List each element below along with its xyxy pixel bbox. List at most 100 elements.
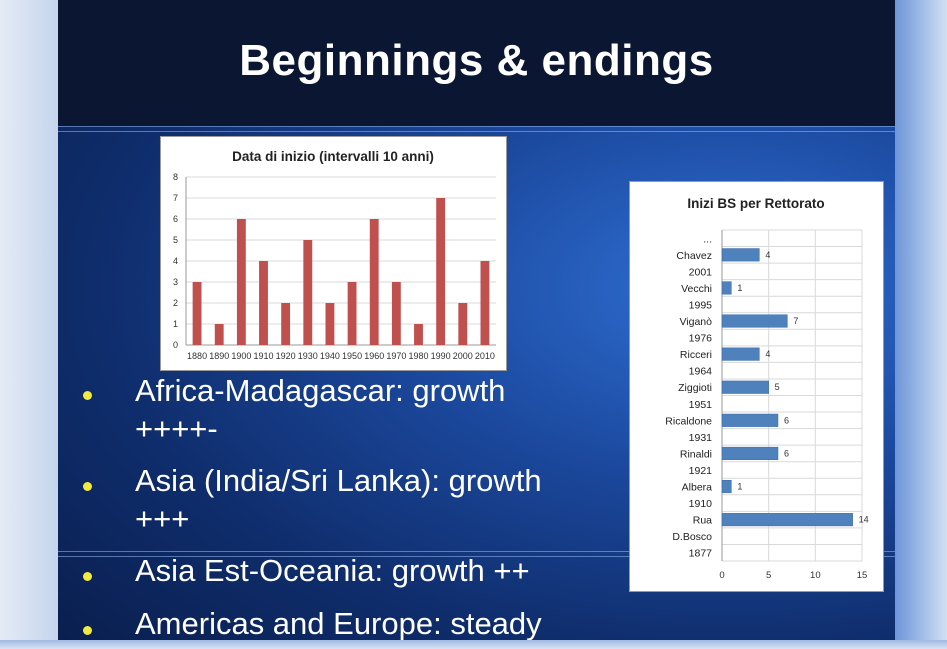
bullet-2-line2: +++ (135, 501, 190, 536)
chart2-category-label: ... (703, 233, 712, 245)
chart2-data-label: 1 (737, 283, 742, 293)
chart1-bar (480, 261, 490, 345)
chart2-category-label: 1931 (689, 432, 713, 444)
title-divider-line-2 (58, 131, 895, 132)
chart2-data-label: 4 (765, 250, 770, 260)
chart1-title: Data di inizio (intervalli 10 anni) (232, 149, 434, 164)
bullet-2: Asia (India/Sri Lanka): growth +++ (135, 462, 542, 538)
chart1-bar (369, 219, 379, 345)
bullet-1-line2: ++++- (135, 411, 218, 446)
chart2-category-label: 1951 (689, 399, 713, 411)
chart1-xtick-label: 1930 (298, 351, 318, 361)
chart2-xtick-label: 5 (766, 570, 771, 581)
chart1-bar (347, 282, 357, 345)
chart2-category-label: 1910 (689, 498, 713, 510)
chart1-xtick-label: 1910 (253, 351, 273, 361)
bullet-dot-icon (83, 391, 92, 400)
bullet-4: Americas and Europe: steady (135, 605, 542, 640)
chart1-ytick-label: 6 (173, 214, 178, 224)
chart1-ytick-label: 2 (173, 298, 178, 308)
chart2-bar (721, 413, 779, 427)
chart1-xtick-label: 1900 (231, 351, 251, 361)
chart2-category-label: 2001 (689, 266, 713, 278)
chart2-category-label: Ziggioti (678, 382, 712, 394)
chart2-category-label: Rinaldi (680, 448, 712, 460)
chart2-bar (721, 446, 779, 460)
chart1-bar (303, 240, 313, 345)
chart1-xtick-label: 1990 (431, 351, 451, 361)
window-right-margin (895, 0, 947, 649)
chart2-category-label: D.Bosco (672, 531, 712, 543)
chart2-bar (721, 479, 732, 494)
chart2-category-label: Vecchi (681, 283, 712, 295)
slide-title: Beginnings & endings (239, 36, 714, 85)
chart1-ytick-label: 0 (173, 340, 178, 350)
chart1-bar (192, 282, 202, 345)
chart1-xtick-label: 1960 (364, 351, 384, 361)
chart2-data-label: 6 (784, 448, 789, 458)
chart1-bar (436, 198, 446, 345)
decor-line-2 (58, 556, 895, 557)
chart2-category-label: Rua (693, 515, 712, 527)
bottom-bar (0, 640, 947, 649)
chart1-bar (414, 324, 423, 345)
chart2-category-label: 1995 (689, 299, 713, 311)
chart2-category-label: 1877 (689, 548, 713, 560)
chart1-xtick-label: 2000 (453, 351, 473, 361)
chart2-category-label: Albera (682, 482, 713, 494)
chart2-data-label: 7 (793, 316, 798, 326)
chart2-data-label: 14 (859, 515, 869, 525)
chart1-ytick-label: 7 (173, 193, 178, 203)
chart1-xtick-label: 1950 (342, 351, 362, 361)
bullet-3: Asia Est-Oceania: growth ++ (135, 552, 530, 590)
chart1-xtick-label: 1890 (209, 351, 229, 361)
title-band (58, 0, 895, 126)
chart1-bar (214, 324, 224, 345)
chart2-bar (721, 380, 769, 394)
chart1-xtick-label: 1940 (320, 351, 340, 361)
chart2-category-label: 1964 (689, 366, 713, 378)
chart2-data-label: 5 (775, 382, 780, 392)
chart2-category-label: 1921 (689, 465, 713, 477)
chart1-bar (236, 219, 246, 345)
chart2-category-label: Chavez (676, 250, 712, 262)
bullet-dot-icon (83, 572, 92, 581)
chart2-category-label: Ricceri (680, 349, 712, 361)
window-left-margin (0, 0, 58, 649)
bullet-1: Africa-Madagascar: growth ++++- (135, 372, 505, 448)
chart2-category-label: Viganò (679, 316, 712, 328)
chart2-bar (721, 281, 732, 295)
chart2-xtick-label: 0 (719, 570, 724, 581)
bullet-4-line1: Americas and Europe: steady (135, 606, 542, 640)
decor-line (58, 551, 895, 552)
chart1-ytick-label: 5 (173, 235, 178, 245)
chart1-ytick-label: 3 (173, 277, 178, 287)
rector-chart-svg: Inizi BS per Rettorato 0 5 10 15...Chavez 42… (665, 196, 869, 581)
chart2-data-label: 1 (737, 482, 742, 492)
chart2-bar (721, 314, 788, 328)
chart2-bar (721, 347, 760, 361)
title-divider-line (58, 126, 895, 127)
chart1-bar (281, 303, 291, 345)
chart2-data-label: 6 (784, 415, 789, 425)
chart1-ytick-label: 1 (173, 319, 178, 329)
rector-chart: Inizi BS per Rettorato 0 5 10 15... Chavez 4 2… (629, 181, 884, 592)
chart2-xtick-label: 10 (810, 570, 821, 581)
bullet-dot-icon (83, 626, 92, 635)
start-date-chart: Data di inizio (intervalli 10 anni) 0 1 2 3… (160, 136, 507, 371)
chart1-bar (325, 303, 335, 345)
chart1-xtick-label: 2010 (475, 351, 495, 361)
bullet-2-line1: Asia (India/Sri Lanka): growth (135, 463, 542, 498)
chart2-category-label: 1976 (689, 333, 713, 345)
bullet-3-line1: Asia Est-Oceania: growth ++ (135, 553, 530, 588)
chart2-category-label: Ricaldone (665, 415, 712, 427)
chart1-xtick-label: 1880 (187, 351, 207, 361)
chart2-title: Inizi BS per Rettorato (687, 196, 824, 211)
chart2-data-label: 4 (765, 349, 770, 359)
chart1-bar (458, 303, 468, 345)
chart2-bar (721, 513, 853, 527)
chart1-xtick-label: 1920 (276, 351, 296, 361)
chart1-ytick-label: 4 (173, 256, 178, 266)
chart1-xtick-label: 1970 (386, 351, 406, 361)
chart2-xtick-label: 15 (857, 570, 868, 581)
